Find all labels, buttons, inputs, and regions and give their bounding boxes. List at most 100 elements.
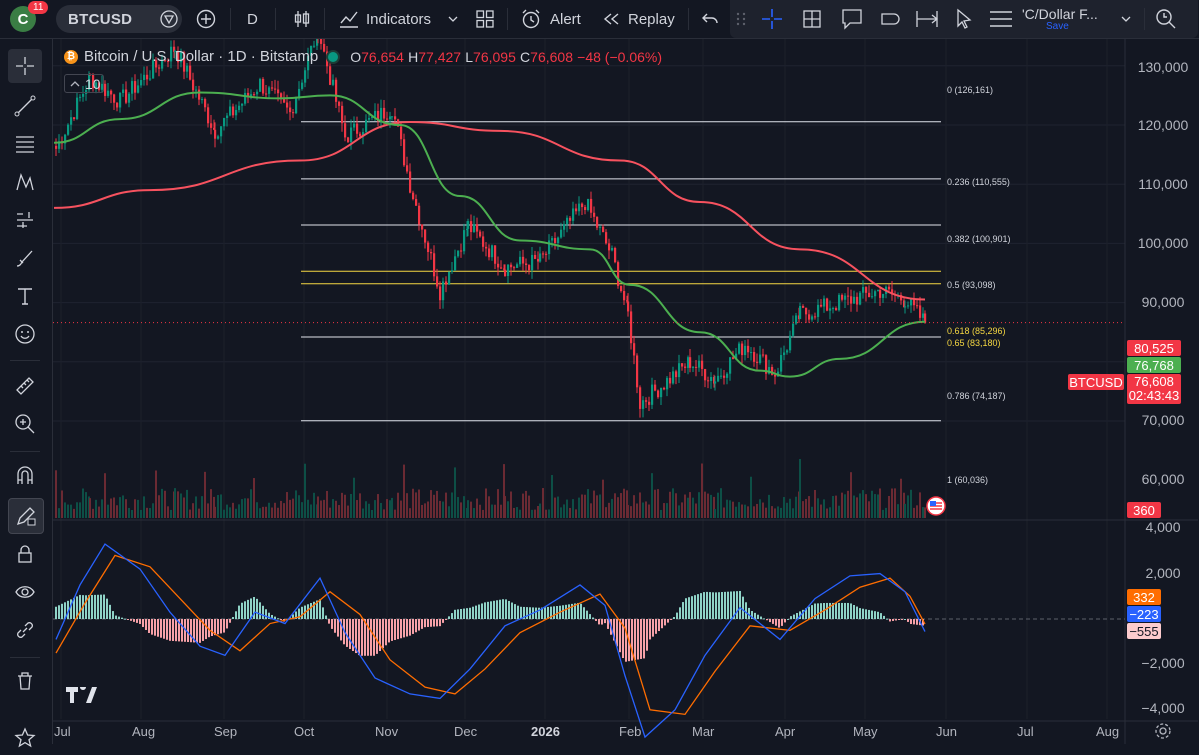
measure-tool[interactable] xyxy=(8,369,42,403)
macd-histogram-bar xyxy=(598,619,600,625)
lock-all-tool[interactable] xyxy=(8,537,42,571)
tradingview-logo[interactable] xyxy=(66,687,98,703)
volume-bar xyxy=(341,492,343,518)
volume-bar xyxy=(329,507,331,518)
macd-histogram-bar xyxy=(433,619,435,627)
candles-icon[interactable] xyxy=(292,9,312,29)
emoji-tool[interactable] xyxy=(8,317,42,351)
macd-histogram-bar xyxy=(805,608,807,619)
volume-bar xyxy=(89,498,91,518)
candle xyxy=(919,305,922,318)
macd-histogram-bar xyxy=(97,594,99,619)
replay-icon[interactable] xyxy=(602,11,620,27)
volume-bar xyxy=(131,509,133,518)
macd-histogram-bar xyxy=(865,609,867,619)
price-tick: 130,000 xyxy=(1137,59,1189,75)
volume-bar xyxy=(155,470,157,518)
zoom-tool[interactable] xyxy=(8,407,42,441)
macd-histogram-bar xyxy=(745,602,747,619)
volume-bar xyxy=(563,504,565,518)
candle xyxy=(220,126,223,137)
chevron-down-icon[interactable] xyxy=(447,13,459,25)
volume-bar xyxy=(82,488,84,518)
macd-histogram-bar xyxy=(157,619,159,637)
volume-bar xyxy=(451,492,453,518)
remove-drawings-tool[interactable] xyxy=(8,664,42,698)
macd-histogram-bar xyxy=(58,605,60,619)
macd-histogram-bar xyxy=(904,619,906,620)
fib-tool[interactable] xyxy=(8,127,42,161)
volume-bar xyxy=(250,489,252,518)
sync-link-tool[interactable] xyxy=(8,613,42,647)
layout-name[interactable]: 'C/Dollar F... xyxy=(1022,6,1098,22)
ma50-line xyxy=(53,91,926,378)
volume-bar xyxy=(174,488,176,518)
layout-menu-icon[interactable] xyxy=(988,8,1014,30)
macd-histogram-bar xyxy=(688,597,690,619)
volume-bar xyxy=(310,504,312,518)
candle xyxy=(672,371,675,384)
high-value: 77,427 xyxy=(418,48,462,65)
macd-histogram-bar xyxy=(700,593,702,619)
crosshair-icon[interactable] xyxy=(760,7,784,31)
alert-button[interactable]: Alert xyxy=(550,10,581,28)
lock-drawing-tool[interactable] xyxy=(8,498,44,534)
alarm-clock-icon[interactable] xyxy=(520,8,542,30)
macd-histogram-bar xyxy=(160,619,162,638)
replay-button[interactable]: Replay xyxy=(628,10,675,28)
macd-histogram-bar xyxy=(367,619,369,656)
candle xyxy=(814,316,817,318)
candle xyxy=(82,93,85,97)
candle xyxy=(198,89,201,100)
cursor-icon[interactable] xyxy=(954,8,974,30)
macd-histogram-bar xyxy=(490,601,492,619)
interval-button[interactable]: D xyxy=(247,10,258,28)
indicators-button[interactable]: Indicators xyxy=(366,10,432,28)
price-chart[interactable] xyxy=(53,39,1198,744)
candle xyxy=(304,70,307,83)
frame-icon[interactable] xyxy=(800,7,824,31)
callout-icon[interactable] xyxy=(840,7,864,31)
candle xyxy=(519,256,522,265)
indicators-icon[interactable] xyxy=(338,8,360,30)
projection-tool[interactable] xyxy=(8,203,42,237)
rounded-shape-icon[interactable] xyxy=(878,7,902,31)
brush-tool[interactable] xyxy=(8,241,42,275)
volume-bar xyxy=(651,473,653,518)
macd-histogram-bar xyxy=(496,600,498,619)
settings-gear-icon[interactable] xyxy=(1154,722,1172,740)
volume-bar xyxy=(304,463,306,518)
undo-icon[interactable] xyxy=(701,10,719,28)
drag-handle-icon[interactable] xyxy=(736,12,746,26)
pattern-tool[interactable] xyxy=(8,165,42,199)
symbol-title[interactable]: Bitcoin / U.S. Dollar · 1D · Bitstamp xyxy=(84,48,319,65)
ma-period-input[interactable]: 10 xyxy=(64,74,104,93)
market-status-icon[interactable] xyxy=(326,49,341,64)
quick-search-icon[interactable] xyxy=(1154,7,1178,31)
fib-label: 0.618 (85,296) xyxy=(947,326,1006,336)
divider xyxy=(10,657,40,658)
macd-histogram-bar xyxy=(751,611,753,619)
flag-icon[interactable] xyxy=(160,10,178,28)
chevron-down-icon[interactable] xyxy=(1120,13,1132,25)
save-button[interactable]: Save xyxy=(1046,21,1069,32)
candle xyxy=(687,357,690,368)
date-range-icon[interactable] xyxy=(914,7,940,31)
text-tool[interactable] xyxy=(8,279,42,313)
magnet-tool[interactable] xyxy=(8,459,42,493)
candle xyxy=(660,387,663,398)
layouts-grid-icon[interactable] xyxy=(475,9,495,29)
macd-histogram-bar xyxy=(370,619,372,656)
events-flag-icon[interactable] xyxy=(926,496,946,516)
add-symbol-icon[interactable] xyxy=(196,9,216,29)
volume-bar xyxy=(608,502,610,518)
candle xyxy=(681,363,684,367)
symbol-label: BTCUSD xyxy=(68,10,133,28)
favorites-tool[interactable] xyxy=(8,721,42,755)
candle xyxy=(164,59,167,61)
crosshair-tool[interactable] xyxy=(8,49,42,83)
trend-line-tool[interactable] xyxy=(8,89,42,123)
symbol-search[interactable]: BTCUSD xyxy=(56,5,182,33)
visibility-tool[interactable] xyxy=(8,575,42,609)
candle xyxy=(415,199,418,206)
